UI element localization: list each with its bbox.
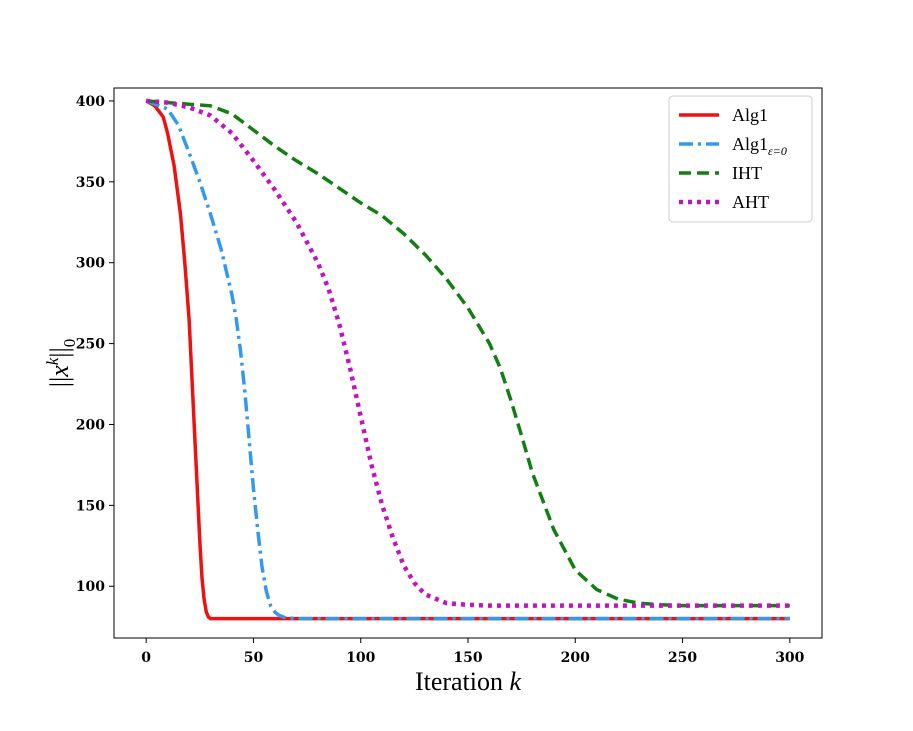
x-axis-label: Iteration k <box>415 667 522 696</box>
series-line-2 <box>146 99 790 608</box>
y-tick-label: 300 <box>76 256 105 272</box>
series-line-1 <box>145 99 790 621</box>
series-line-3 <box>146 98 790 608</box>
x-tick-label: 0 <box>141 650 151 666</box>
x-tick-label: 150 <box>453 650 482 666</box>
y-tick-label: 400 <box>76 94 105 110</box>
series-line-0 <box>145 99 790 621</box>
legend: Alg1 Alg1ε=0 IHT AHT <box>668 95 813 223</box>
y-axis-ticks: 100 150 200 250 300 350 400 <box>76 94 114 595</box>
legend-label-2: IHT <box>732 163 762 183</box>
y-tick-label: 200 <box>76 417 105 433</box>
y-tick-label: 350 <box>76 175 105 191</box>
x-tick-label: 50 <box>244 650 264 666</box>
legend-label-3: AHT <box>732 192 769 212</box>
x-tick-label: 100 <box>346 650 375 666</box>
y-axis-label: ||xk||0 <box>43 339 79 387</box>
x-tick-label: 200 <box>561 650 590 666</box>
series-layer <box>145 98 790 621</box>
legend-box <box>668 95 813 223</box>
x-tick-label: 300 <box>775 650 804 666</box>
x-tick-label: 250 <box>668 650 697 666</box>
y-tick-label: 100 <box>76 579 105 595</box>
x-axis-ticks: 0 50 100 150 200 250 300 <box>141 638 805 666</box>
legend-label-1: Alg1ε=0 <box>732 134 787 158</box>
y-tick-label: 250 <box>76 337 105 353</box>
legend-label-0: Alg1 <box>732 105 768 125</box>
y-tick-label: 150 <box>76 498 105 514</box>
axis-labels: Iteration k ||xk||0 <box>43 339 522 696</box>
